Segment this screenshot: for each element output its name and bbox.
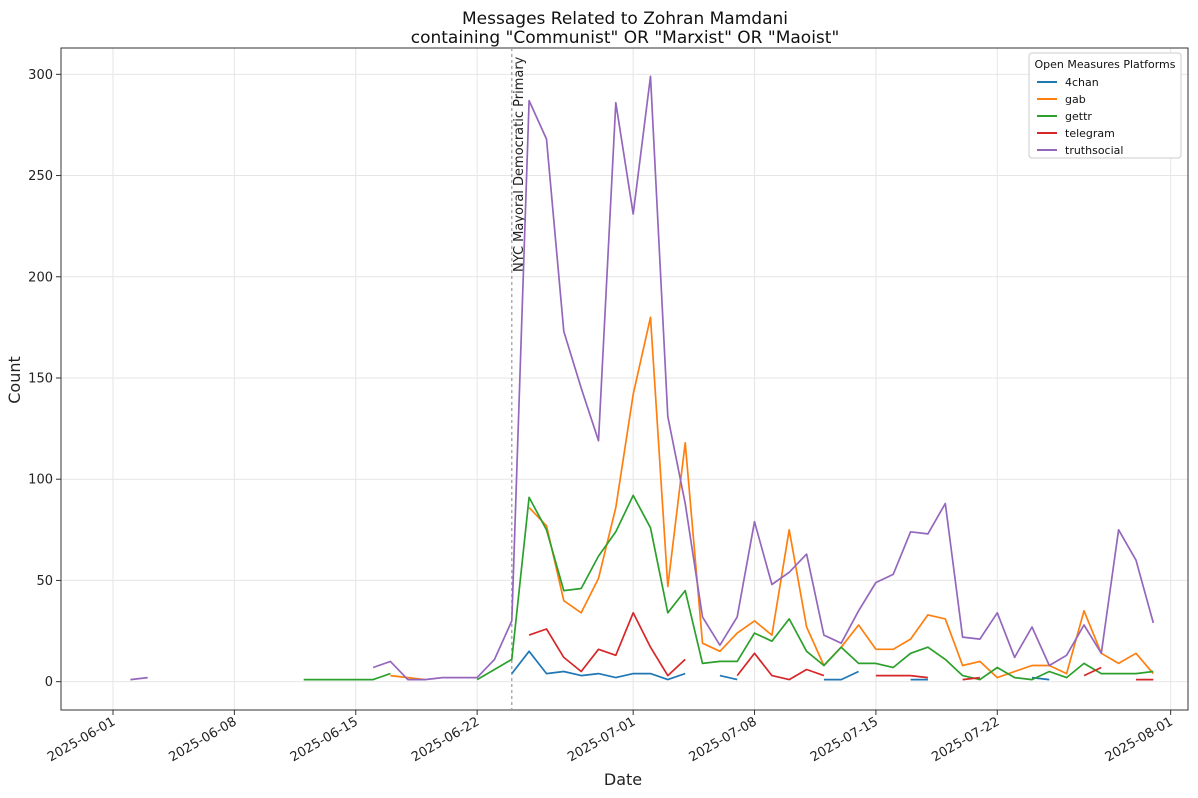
series-line-4chan [719, 674, 738, 681]
legend-label-truthsocial: truthsocial [1065, 144, 1123, 157]
legend-label-4chan: 4chan [1065, 76, 1099, 89]
legend: Open Measures Platforms 4chan gab gettr tel… [1028, 52, 1182, 159]
series-telegram [528, 611, 1154, 681]
series-line-truthsocial [372, 75, 1155, 681]
x-axis-label: Date [604, 770, 642, 789]
legend-box [1028, 52, 1182, 159]
y-tick-label: 250 [28, 169, 53, 184]
y-tick-label: 300 [28, 68, 53, 83]
series-line-telegram [962, 676, 980, 681]
y-tick-label: 50 [36, 574, 53, 589]
axes-frame [60, 47, 1189, 711]
series-line-gettr [476, 494, 1154, 681]
series-line-gettr [303, 672, 391, 681]
y-axis-label: Count [5, 356, 24, 404]
legend-label-telegram: telegram [1065, 127, 1115, 140]
y-tick-label: 100 [28, 473, 53, 488]
chart-subtitle: containing "Communist" OR "Marxist" OR "… [411, 28, 840, 48]
chart-title: Messages Related to Zohran Mamdani [462, 9, 788, 29]
primary-date-label: NYC Mayoral Democratic Primary [512, 56, 527, 272]
y-tick-label: 0 [45, 675, 53, 690]
series-line-truthsocial [130, 676, 148, 681]
series-line-telegram [875, 674, 928, 679]
series-line-telegram [736, 652, 825, 681]
legend-title: Open Measures Platforms [1035, 58, 1176, 71]
series-gettr [303, 494, 1154, 681]
legend-label-gettr: gettr [1065, 110, 1092, 123]
y-tick-label: 150 [28, 371, 53, 386]
series-4chan [511, 650, 1050, 681]
series-line-4chan [511, 650, 686, 681]
series-line-telegram [528, 611, 686, 677]
series-line-telegram [1083, 666, 1102, 677]
series-truthsocial [130, 75, 1155, 681]
series-line-4chan [823, 670, 859, 681]
legend-label-gab: gab [1065, 93, 1086, 106]
y-tick-label: 200 [28, 270, 53, 285]
